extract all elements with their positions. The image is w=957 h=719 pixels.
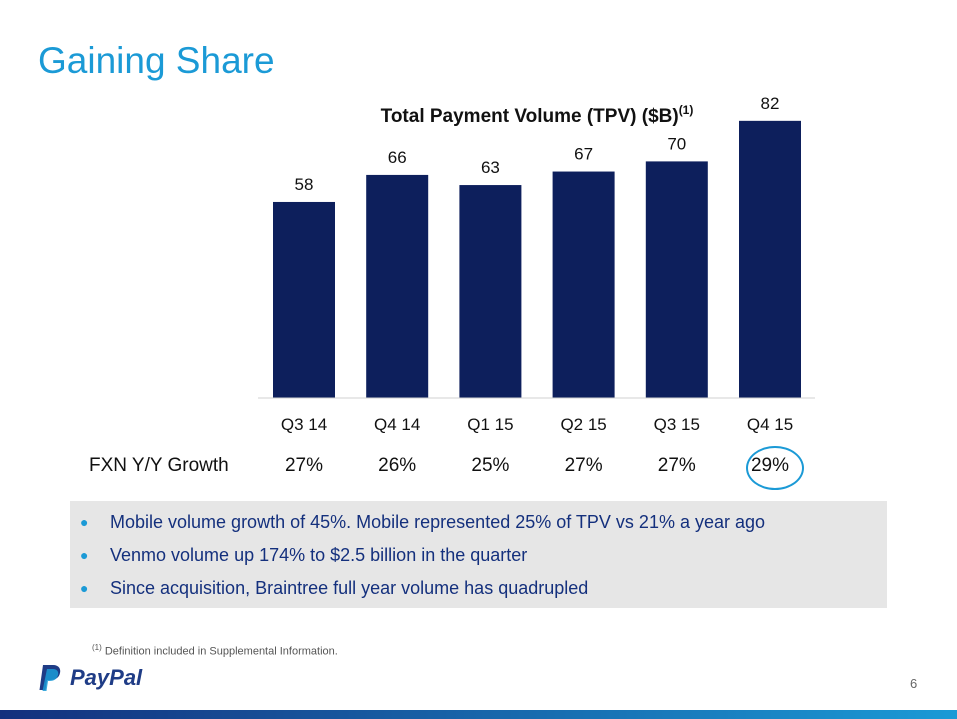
growth-value: 25% [471, 455, 510, 476]
slide-title: Gaining Share [38, 40, 275, 81]
footnote: (1) Definition included in Supplemental … [92, 643, 338, 658]
page-number: 6 [910, 676, 918, 691]
paypal-p-icon [39, 665, 61, 691]
bar [366, 174, 429, 398]
x-tick-label: Q3 15 [654, 415, 700, 434]
x-tick-label: Q4 15 [747, 415, 793, 434]
growth-label: FXN Y/Y Growth [89, 455, 229, 476]
data-label: 58 [295, 175, 314, 194]
chart-title-text: Total Payment Volume (TPV) ($B) [381, 106, 679, 127]
tpv-bar-chart: Total Payment Volume (TPV) ($B)(1) 58 Q3 … [258, 94, 815, 434]
chart-title: Total Payment Volume (TPV) ($B)(1) [381, 103, 694, 127]
logo-text: PayPal [70, 665, 143, 690]
data-label: 70 [667, 134, 686, 153]
x-tick-label: Q3 14 [281, 415, 327, 434]
data-label: 82 [761, 94, 780, 113]
bullet-item: ● Venmo volume up 174% to $2.5 billion in… [70, 542, 887, 575]
growth-value: 27% [284, 455, 324, 476]
growth-value: 27% [657, 455, 696, 476]
bullet-icon: ● [80, 580, 89, 596]
growth-value: 26% [378, 455, 417, 476]
data-label: 67 [574, 145, 593, 164]
bar [273, 201, 335, 398]
x-tick-label: Q2 15 [560, 415, 606, 434]
x-tick-label: Q1 15 [467, 415, 513, 434]
bullet-icon: ● [80, 547, 89, 563]
bullet-text: Venmo volume up 174% to $2.5 billion in … [110, 545, 528, 565]
bottom-accent-bar [0, 710, 957, 719]
data-label: 63 [481, 158, 500, 177]
bar [739, 120, 801, 398]
x-tick-label: Q4 14 [374, 415, 420, 434]
bar [552, 171, 615, 398]
footnote-marker: (1) [92, 643, 102, 652]
chart-title-superscript: (1) [679, 103, 694, 117]
highlight-circle [746, 446, 804, 490]
data-label: 66 [388, 148, 407, 167]
paypal-logo: PayPal [38, 664, 142, 692]
bullet-item: ● Since acquisition, Braintree full year … [70, 575, 887, 608]
highlights-box: ● Mobile volume growth of 45%. Mobile rep… [70, 501, 887, 608]
bullet-text: Mobile volume growth of 45%. Mobile repr… [110, 512, 766, 532]
bullet-item: ● Mobile volume growth of 45%. Mobile rep… [70, 509, 887, 542]
footnote-text: Definition included in Supplemental Info… [104, 645, 338, 658]
bullet-text: Since acquisition, Braintree full year v… [110, 578, 589, 598]
bullet-icon: ● [80, 514, 89, 530]
bar [459, 185, 522, 398]
bar [645, 161, 708, 398]
growth-value: 27% [564, 455, 603, 476]
